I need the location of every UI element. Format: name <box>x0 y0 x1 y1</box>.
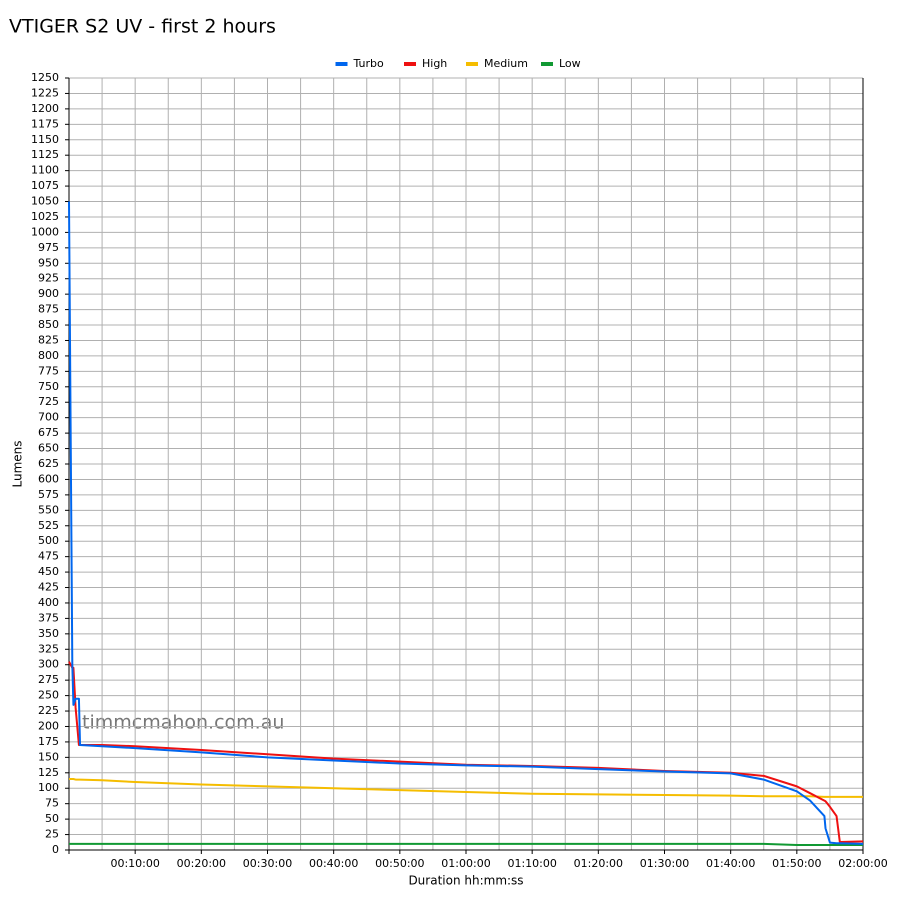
y-tick-label: 100 <box>38 781 59 794</box>
y-tick-label: 400 <box>38 596 59 609</box>
y-tick-label: 1050 <box>31 195 59 208</box>
y-tick-label: 575 <box>38 488 59 501</box>
y-tick-label: 250 <box>38 689 59 702</box>
y-tick-label: 125 <box>38 766 59 779</box>
y-tick-label: 750 <box>38 380 59 393</box>
x-axis-label: Duration hh:mm:ss <box>408 874 523 888</box>
legend-swatch <box>541 62 553 66</box>
y-tick-label: 475 <box>38 550 59 563</box>
y-tick-label: 1250 <box>31 71 59 84</box>
legend-swatch <box>466 62 478 66</box>
legend-swatch <box>335 62 348 66</box>
y-axis-label: Lumens <box>11 440 25 487</box>
series-line <box>69 842 863 847</box>
y-tick-label: 975 <box>38 241 59 254</box>
y-tick-label: 225 <box>38 704 59 717</box>
y-tick-label: 50 <box>45 812 59 825</box>
y-tick-label: 700 <box>38 411 59 424</box>
x-tick-label: 00:20:00 <box>177 857 226 870</box>
y-tick-label: 350 <box>38 627 59 640</box>
y-tick-label: 1025 <box>31 210 59 223</box>
y-tick-label: 1000 <box>31 225 59 238</box>
x-tick-label: 01:30:00 <box>640 857 689 870</box>
x-tick-label: 02:00:00 <box>838 857 887 870</box>
x-tick-label: 01:40:00 <box>706 857 755 870</box>
y-tick-label: 275 <box>38 673 59 686</box>
x-tick-label: 00:30:00 <box>243 857 292 870</box>
y-tick-label: 925 <box>38 272 59 285</box>
y-tick-label: 1125 <box>31 148 59 161</box>
y-tick-label: 650 <box>38 442 59 455</box>
y-tick-label: 775 <box>38 364 59 377</box>
y-tick-label: 825 <box>38 333 59 346</box>
x-tick-label: 01:10:00 <box>507 857 556 870</box>
x-tick-label: 01:50:00 <box>772 857 821 870</box>
legend-label: Low <box>559 57 581 70</box>
y-tick-label: 675 <box>38 426 59 439</box>
legend-label: High <box>422 57 447 70</box>
y-tick-label: 525 <box>38 519 59 532</box>
y-tick-label: 150 <box>38 750 59 763</box>
y-tick-label: 950 <box>38 256 59 269</box>
y-tick-label: 425 <box>38 581 59 594</box>
x-tick-label: 00:40:00 <box>309 857 358 870</box>
y-tick-label: 1100 <box>31 164 59 177</box>
y-tick-label: 600 <box>38 472 59 485</box>
x-tick-label: 00:50:00 <box>375 857 424 870</box>
y-tick-label: 800 <box>38 349 59 362</box>
y-tick-label: 625 <box>38 457 59 470</box>
y-tick-label: 1225 <box>31 86 59 99</box>
y-tick-label: 550 <box>38 503 59 516</box>
y-tick-label: 875 <box>38 303 59 316</box>
y-tick-label: 1200 <box>31 102 59 115</box>
y-tick-label: 725 <box>38 395 59 408</box>
y-tick-label: 900 <box>38 287 59 300</box>
y-tick-label: 25 <box>45 828 59 841</box>
chart-title: VTIGER S2 UV - first 2 hours <box>9 16 276 38</box>
y-tick-label: 1175 <box>31 117 59 130</box>
x-tick-label: 01:20:00 <box>574 857 623 870</box>
y-tick-label: 200 <box>38 719 59 732</box>
y-tick-label: 500 <box>38 534 59 547</box>
y-tick-label: 75 <box>45 797 59 810</box>
y-tick-label: 1075 <box>31 179 59 192</box>
y-tick-label: 175 <box>38 735 59 748</box>
series-line <box>69 777 863 798</box>
series-line <box>68 201 864 845</box>
x-tick-label: 00:10:00 <box>110 857 159 870</box>
y-tick-label: 850 <box>38 318 59 331</box>
y-tick-label: 0 <box>52 843 59 856</box>
watermark: timmcmahon.com.au <box>82 712 284 734</box>
y-tick-label: 1150 <box>31 133 59 146</box>
y-tick-label: 375 <box>38 611 59 624</box>
y-tick-label: 450 <box>38 565 59 578</box>
y-tick-label: 325 <box>38 642 59 655</box>
legend-swatch <box>404 62 416 66</box>
legend-label: Turbo <box>353 57 385 70</box>
x-tick-label: 01:00:00 <box>441 857 490 870</box>
y-tick-label: 300 <box>38 658 59 671</box>
legend-label: Medium <box>484 57 528 70</box>
